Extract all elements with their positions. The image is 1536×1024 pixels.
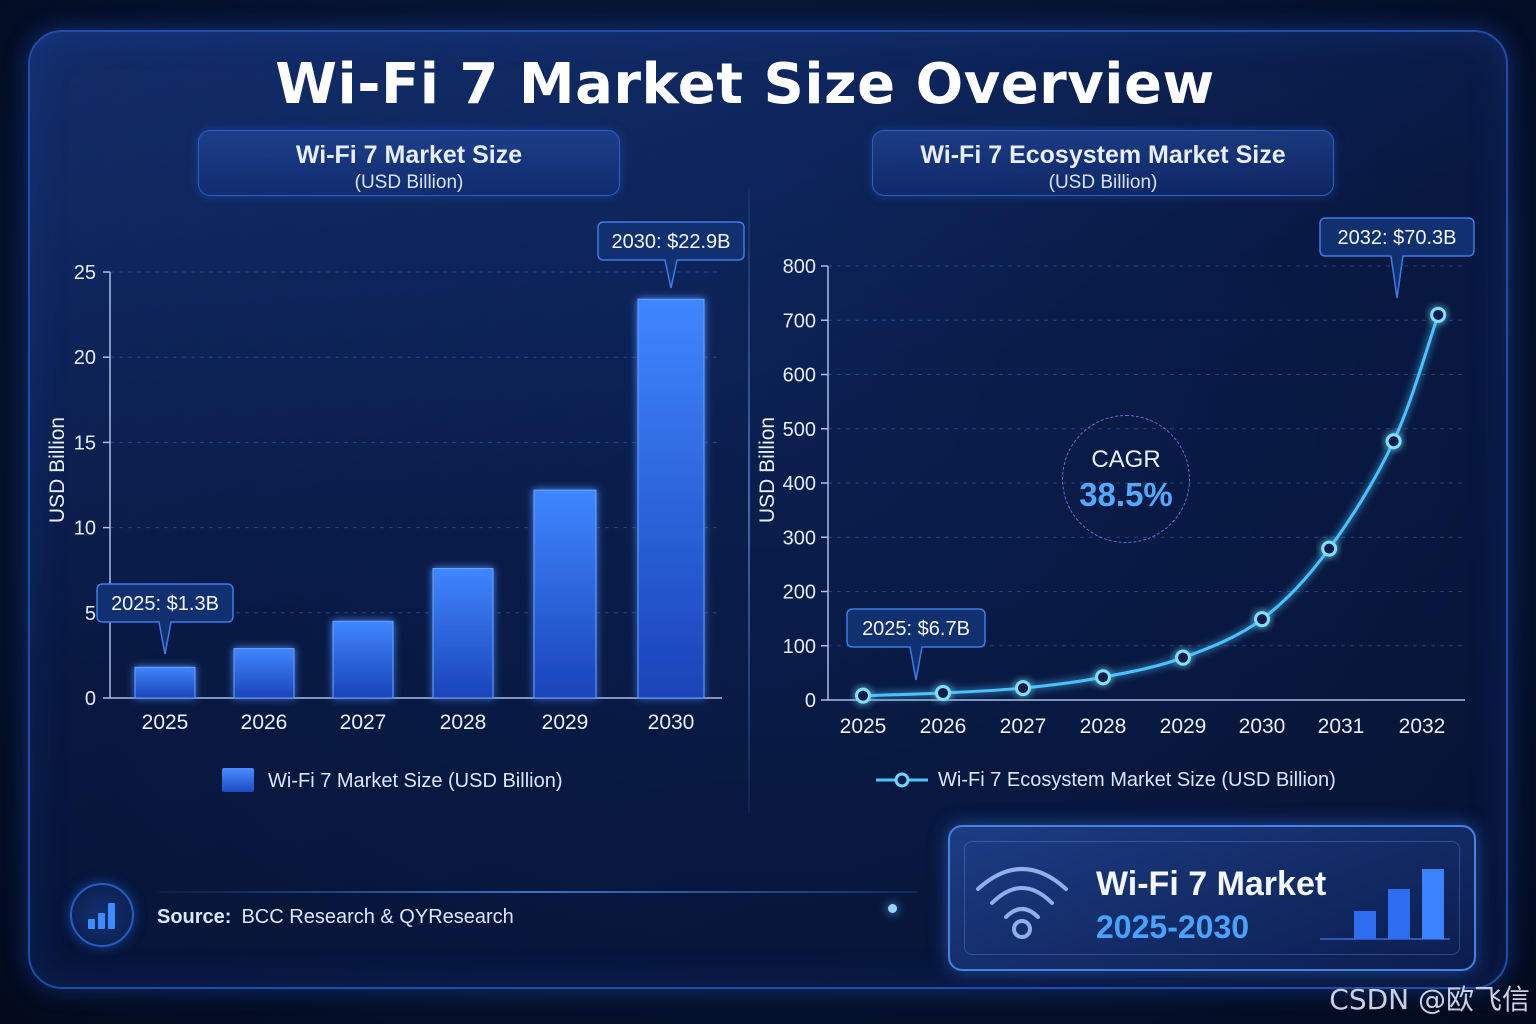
bar-annotation-2030-box [597, 221, 745, 289]
bar-annotation-2025-box [96, 583, 234, 655]
badge-inner-frame [964, 841, 1460, 955]
source-glow-dot [888, 904, 897, 913]
left-legend: Wi-Fi 7 Market Size (USD Billion) [222, 768, 562, 793]
line-point [1430, 306, 1447, 323]
cagr-label: CAGR [1091, 446, 1161, 473]
cagr-circle: CAGR 38.5% [1062, 415, 1190, 543]
bar-y-axis-title: USD Billion [46, 417, 69, 523]
wifi-icon [976, 867, 1068, 939]
ecosystem-series-line [862, 314, 1440, 698]
bar-y-tick-label: 20 [74, 347, 96, 369]
line-point [1385, 433, 1402, 450]
line-y-tick-label: 200 [783, 582, 816, 604]
line-x-tick-label: 2030 [1239, 715, 1286, 738]
right-chart-title: Wi-Fi 7 Ecosystem Market Size [920, 141, 1286, 169]
line-y-tick-label: 400 [783, 473, 816, 495]
legend-bar-swatch [222, 768, 254, 792]
bar [332, 620, 394, 699]
line-point [1254, 611, 1270, 628]
right-chart-header: Wi-Fi 7 Ecosystem Market Size (USD Billi… [872, 130, 1334, 196]
badge-years: 2025-2030 [1096, 909, 1250, 945]
line-point [1095, 669, 1111, 686]
line-annotation-2025: 2025: $6.7B [862, 618, 970, 640]
line-annotation-2032-box [1319, 217, 1475, 299]
line-x-tick-label: 2029 [1160, 715, 1207, 738]
right-legend-label: Wi-Fi 7 Ecosystem Market Size (USD Billi… [938, 769, 1336, 791]
line-point [1321, 540, 1338, 557]
bar [432, 567, 494, 699]
watermark: CSDN @欧飞信 [1329, 983, 1530, 1016]
bar-x-tick-label: 2029 [542, 711, 589, 734]
bar [233, 648, 295, 699]
bar-x-tick-label: 2027 [340, 711, 387, 734]
cagr-value: 38.5% [1079, 476, 1173, 513]
page-title: Wi-Fi 7 Market Size Overview [275, 52, 1215, 117]
line-x-tick-label: 2025 [840, 715, 887, 738]
bar-y-tick-label: 0 [85, 688, 96, 710]
left-legend-label: Wi-Fi 7 Market Size (USD Billion) [268, 770, 563, 792]
mini-bars-icon [1320, 869, 1450, 940]
line-y-tick-label: 300 [783, 527, 816, 549]
line-y-tick-label: 0 [805, 690, 816, 712]
line-point [1175, 649, 1191, 666]
line-y-tick-label: 700 [783, 310, 816, 332]
source-divider-line [157, 891, 917, 893]
line-y-tick-label: 500 [783, 419, 816, 441]
bar [637, 298, 705, 699]
line-x-tick-label: 2031 [1318, 715, 1365, 738]
line-annotation-2032: 2032: $70.3B [1338, 227, 1457, 249]
line-y-tick-label: 600 [783, 365, 816, 387]
bar-y-tick-label: 10 [74, 518, 96, 540]
source-note: Source: BCC Research & QYResearch [157, 906, 514, 929]
bar-y-tick-label: 5 [85, 603, 96, 625]
line-x-tick-label: 2026 [920, 715, 967, 738]
line-x-tick-label: 2028 [1080, 715, 1127, 738]
source-text: BCC Research & QYResearch [241, 906, 514, 928]
line-annotation-2025-box [846, 608, 986, 681]
line-y-axis-title: USD Billion [756, 417, 779, 523]
badge-title: Wi-Fi 7 Market [1096, 865, 1327, 903]
left-chart-header: Wi-Fi 7 Market Size (USD Billion) [198, 130, 620, 196]
line-point [1015, 680, 1031, 697]
bar-annotation-2025: 2025: $1.3B [111, 593, 219, 615]
line-point [935, 684, 951, 701]
line-x-tick-label: 2027 [1000, 715, 1047, 738]
bar-x-tick-label: 2025 [142, 711, 189, 734]
line-y-tick-label: 100 [783, 636, 816, 658]
bar [134, 666, 196, 699]
bar-y-tick-label: 25 [74, 262, 96, 284]
line-y-tick-label: 800 [783, 256, 816, 278]
source-label: Source: [157, 906, 232, 928]
right-chart-subtitle: (USD Billion) [1048, 172, 1158, 193]
bar-y-tick-label: 15 [74, 432, 96, 454]
bar-chart-icon [70, 883, 134, 947]
bar-annotation-2030: 2030: $22.9B [612, 231, 731, 253]
bar [533, 489, 597, 699]
bar-x-tick-label: 2026 [241, 711, 288, 734]
left-chart-subtitle: (USD Billion) [354, 172, 464, 193]
bar-x-tick-label: 2028 [440, 711, 487, 734]
chart-divider [748, 188, 750, 813]
bar-x-tick-label: 2030 [648, 711, 695, 734]
left-chart-title: Wi-Fi 7 Market Size [295, 141, 523, 169]
line-x-tick-label: 2032 [1399, 715, 1446, 738]
right-legend: Wi-Fi 7 Ecosystem Market Size (USD Billi… [876, 768, 1336, 792]
wifi7-badge: Wi-Fi 7 Market 2025-2030 [948, 825, 1476, 971]
legend-line-swatch [876, 772, 928, 788]
line-point [855, 687, 871, 704]
